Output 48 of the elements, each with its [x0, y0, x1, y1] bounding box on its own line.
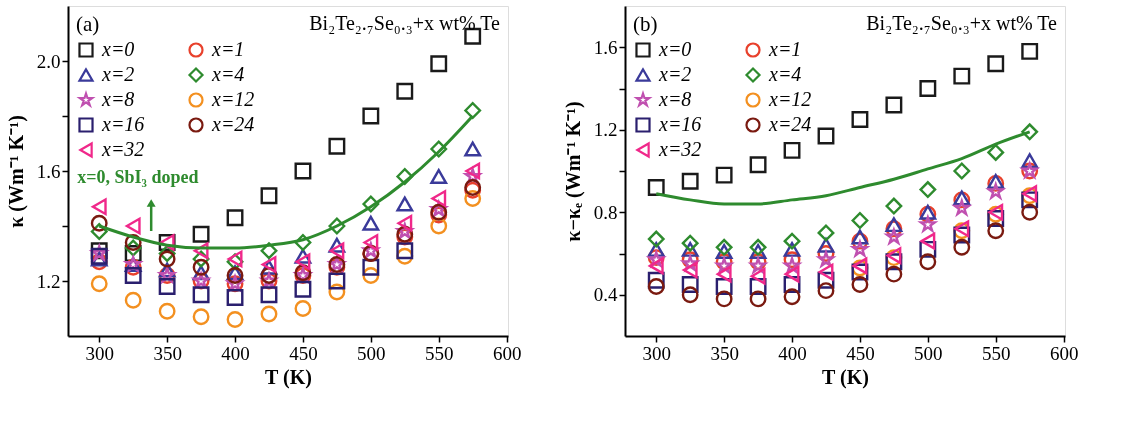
legend-label: x=32: [658, 138, 702, 160]
chart-title: (b): [633, 12, 658, 36]
x-tick-label: 300: [642, 342, 671, 364]
x-tick-label: 300: [85, 342, 114, 364]
x-axis-title: T (K): [265, 365, 312, 389]
y-tick-label: 1.2: [36, 270, 61, 292]
x-tick-label: 600: [1049, 342, 1079, 364]
y-tick-label: 0.4: [593, 284, 618, 306]
y-axis-title: κ−κₑ (Wm⁻¹ K⁻¹): [561, 101, 585, 242]
y-tick-label: 2.0: [36, 50, 61, 72]
legend-label: x=24: [211, 113, 255, 135]
legend-label: x=4: [211, 63, 245, 85]
text: x=0, SbI₃ doped: [77, 167, 199, 187]
legend-label: x=4: [768, 63, 802, 85]
y-tick-label: 1.2: [593, 119, 618, 141]
x-tick-label: 400: [221, 342, 250, 364]
legend-label: x=24: [768, 113, 812, 135]
legend-label: x=16: [101, 113, 145, 135]
y-tick-label: 1.6: [593, 36, 618, 58]
legend-label: x=0: [101, 38, 135, 60]
y-tick-label: 0.8: [593, 201, 618, 223]
legend-title: Bi₂Te₂.₇Se₀.₃+x wt% Te: [866, 12, 1058, 34]
legend-label: x=2: [101, 63, 135, 85]
x-tick-label: 350: [710, 342, 739, 364]
x-tick-label: 500: [914, 342, 943, 364]
x-tick-label: 600: [492, 342, 522, 364]
x-tick-label: 550: [981, 342, 1011, 364]
y-tick-label: 1.6: [36, 160, 61, 182]
legend-label: x=32: [101, 138, 145, 160]
x-tick-label: 500: [357, 342, 386, 364]
x-tick-label: 400: [778, 342, 807, 364]
legend-label: x=12: [211, 88, 255, 110]
legend-title: Bi₂Te₂.₇Se₀.₃+x wt% Te: [309, 12, 501, 34]
legend-label: x=16: [658, 113, 702, 135]
x-tick-label: 450: [289, 342, 318, 364]
x-tick-label: 350: [153, 342, 182, 364]
legend-label: x=8: [101, 88, 135, 110]
x-tick-label: 550: [424, 342, 454, 364]
y-axis-title: κ (Wm⁻¹ K⁻¹): [4, 115, 28, 228]
legend-label: x=1: [768, 38, 802, 60]
legend-label: x=8: [658, 88, 692, 110]
chart-title: (a): [76, 12, 100, 36]
legend-label: x=2: [658, 63, 692, 85]
x-axis-title: T (K): [822, 365, 869, 389]
legend-label: x=1: [211, 38, 245, 60]
x-tick-label: 450: [846, 342, 875, 364]
legend-label: x=12: [768, 88, 812, 110]
legend-label: x=0: [658, 38, 692, 60]
